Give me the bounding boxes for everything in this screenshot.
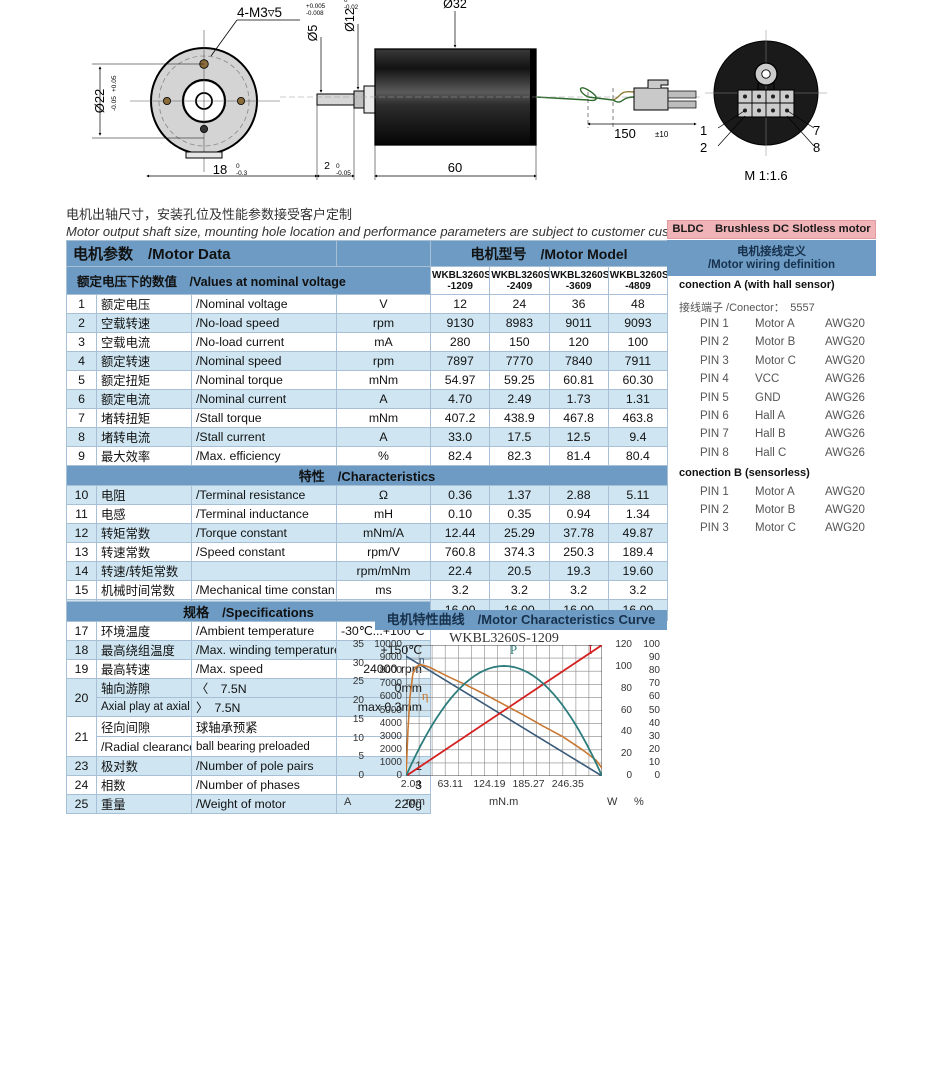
svg-text:P: P (510, 645, 517, 657)
svg-text:+0.005: +0.005 (306, 3, 326, 10)
svg-text:2: 2 (324, 160, 330, 172)
svg-text:Ø22: Ø22 (92, 89, 107, 114)
svg-text:-0.05: -0.05 (111, 96, 118, 111)
svg-text:1: 1 (700, 123, 707, 138)
svg-text:7: 7 (813, 123, 820, 138)
svg-text:I: I (588, 645, 592, 657)
svg-text:18: 18 (213, 162, 227, 177)
svg-text:-0.05: -0.05 (336, 170, 351, 177)
svg-text:-0.3: -0.3 (236, 170, 248, 177)
svg-text:60: 60 (448, 160, 462, 175)
svg-text:Ø32: Ø32 (443, 0, 467, 11)
svg-text:+0.05: +0.05 (111, 75, 118, 92)
svg-text:±10: ±10 (655, 130, 669, 139)
svg-text:2: 2 (700, 140, 707, 155)
svg-text:150: 150 (614, 126, 636, 141)
svg-text:Ø12: Ø12 (343, 8, 357, 32)
svg-text:0: 0 (336, 163, 340, 170)
svg-text:-0.02: -0.02 (344, 4, 359, 11)
svg-text:4-M3▿5: 4-M3▿5 (237, 5, 282, 20)
svg-text:η: η (422, 688, 429, 703)
svg-text:-0.008: -0.008 (306, 10, 324, 17)
svg-text:n: n (419, 652, 425, 666)
svg-text:0: 0 (236, 163, 240, 170)
svg-text:M 1:1.6: M 1:1.6 (744, 168, 787, 183)
svg-text:8: 8 (813, 140, 820, 155)
svg-text:Ø5: Ø5 (306, 25, 320, 42)
